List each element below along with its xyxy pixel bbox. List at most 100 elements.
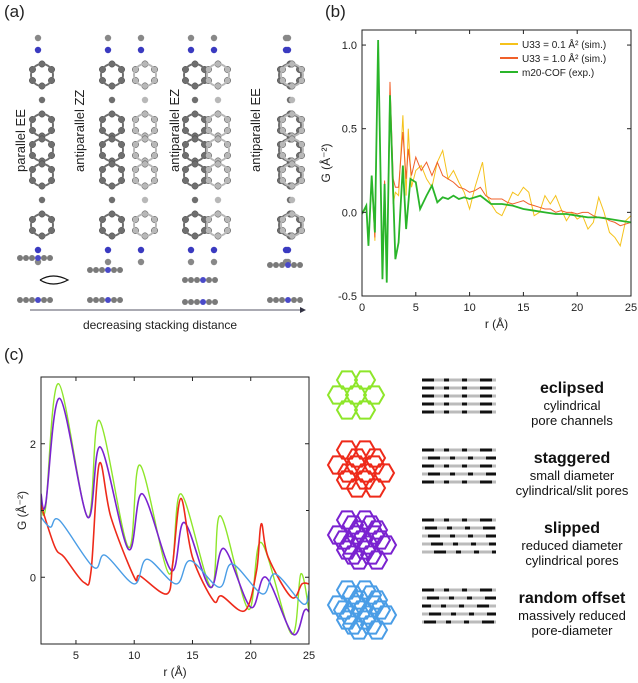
hexagon-cell	[353, 580, 377, 600]
atom	[117, 267, 123, 273]
atom	[212, 277, 218, 283]
ring	[206, 163, 230, 187]
atom	[273, 297, 279, 303]
hexagon-cell	[359, 585, 383, 605]
atom	[34, 246, 42, 254]
model-description: pore-diameter	[531, 623, 613, 638]
atom	[210, 34, 218, 42]
atom	[187, 46, 195, 54]
y-tick-label: -0.5	[338, 291, 357, 303]
x-tick-label: 20	[571, 302, 583, 314]
ring	[100, 163, 124, 187]
atom	[194, 299, 200, 305]
y-tick-label: 2	[30, 439, 36, 451]
ring	[30, 163, 54, 187]
atom	[23, 297, 29, 303]
interaction-sketch	[39, 275, 70, 285]
atom	[288, 196, 296, 204]
hexagon-cell	[365, 550, 389, 570]
hexagon-cell	[341, 515, 365, 535]
atom	[206, 299, 212, 305]
hexagon-cell	[335, 400, 359, 420]
legend-label: U33 = 0.1 Å² (sim.)	[522, 38, 606, 51]
y-axis-label: G (Å⁻²)	[318, 144, 333, 183]
atom	[141, 96, 149, 104]
atom	[210, 246, 218, 254]
ring	[280, 163, 304, 187]
atom	[93, 267, 99, 273]
atom	[41, 297, 47, 303]
hexagon-cell	[374, 605, 398, 625]
config-label: antiparallel ZZ	[72, 89, 87, 172]
model-title: random offset	[518, 590, 626, 607]
hexagon-cell	[326, 455, 350, 475]
atom	[214, 96, 222, 104]
x-tick-label: 25	[625, 302, 637, 314]
atom	[182, 299, 188, 305]
y-axis-label: G (Å⁻²)	[14, 491, 29, 530]
panel-label-a: (a)	[4, 2, 25, 21]
atom	[111, 267, 117, 273]
model-description: reduced diameter	[521, 538, 623, 553]
atom	[35, 255, 41, 261]
atom	[99, 267, 105, 273]
atom	[191, 96, 199, 104]
atom	[47, 297, 53, 303]
atom	[29, 255, 35, 261]
atom	[297, 297, 303, 303]
model-title: slipped	[543, 520, 600, 537]
y-tick-label: 0.5	[342, 124, 357, 136]
atom	[105, 297, 111, 303]
panel-label-c: (c)	[4, 345, 24, 364]
hexagon-cell	[338, 535, 362, 555]
stacking-models	[326, 370, 496, 640]
ring	[280, 63, 304, 87]
hexagon-cell	[372, 463, 396, 483]
x-tick-label: 25	[303, 650, 315, 662]
model-title: eclipsed	[539, 380, 605, 397]
hexagon-cell	[347, 550, 371, 570]
ring	[133, 213, 157, 237]
atom	[47, 255, 53, 261]
atom	[23, 255, 29, 261]
atom	[87, 297, 93, 303]
atom	[187, 258, 195, 266]
chart-b: 0 5 10 15 20 25 -0.5 0.0 0.5 1.0 r (Å) G (Å⁻²) U33 =…	[318, 29, 637, 331]
plot-frame	[40, 376, 310, 645]
x-tick-label: 10	[463, 302, 475, 314]
hexagon-cell	[362, 595, 386, 615]
series-line-slipped	[41, 397, 309, 636]
atom	[35, 297, 41, 303]
model-label-eclipsed: eclipsed cylindrical pore channels	[510, 380, 634, 428]
hexagon-cell	[368, 530, 392, 550]
model-description: cylindrical	[543, 398, 601, 413]
ring	[100, 63, 124, 87]
atom	[206, 277, 212, 283]
atom	[267, 262, 273, 268]
series-line-m20-cof-exp-	[362, 40, 631, 283]
ring	[133, 163, 157, 187]
atom	[117, 297, 123, 303]
atom	[200, 277, 206, 283]
y-tick-label: 0	[30, 572, 36, 584]
hexagon-cell	[335, 510, 359, 530]
atom	[285, 297, 291, 303]
hexagon-cell	[356, 605, 380, 625]
y-tick-label: 0.0	[342, 207, 357, 219]
atom	[34, 34, 42, 42]
atom	[87, 267, 93, 273]
atom	[187, 246, 195, 254]
ring	[100, 213, 124, 237]
atom	[191, 196, 199, 204]
atom	[111, 297, 117, 303]
atom	[137, 34, 145, 42]
atom	[137, 246, 145, 254]
atom	[285, 262, 291, 268]
hexagon-cell	[359, 515, 383, 535]
atom	[17, 255, 23, 261]
arrow-label: decreasing stacking distance	[82, 318, 238, 332]
molecular-structures	[17, 34, 306, 313]
series-line-eclipsed	[41, 382, 309, 635]
x-axis-label: r (Å)	[163, 664, 186, 679]
model-description: cylindrical pores	[525, 553, 619, 568]
